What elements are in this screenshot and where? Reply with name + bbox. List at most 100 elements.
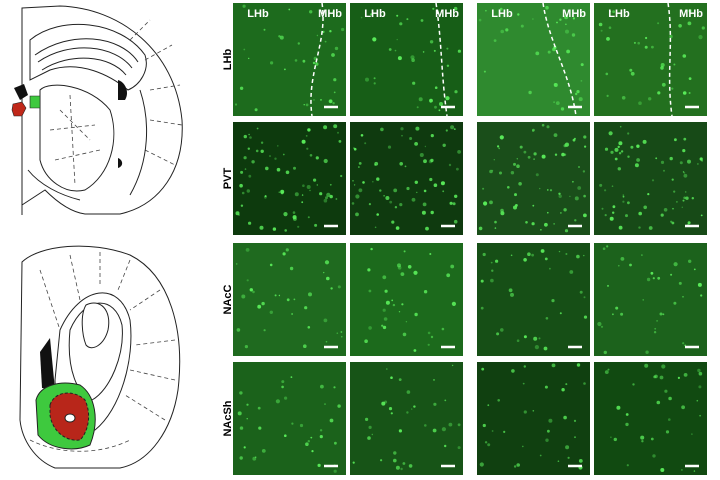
cell-signal [310, 436, 313, 439]
cell-signal [245, 248, 250, 252]
cell-signal [576, 363, 581, 367]
cell-signal [545, 317, 549, 320]
cell-signal [677, 376, 681, 379]
cell-signal [669, 34, 673, 39]
cell-signal [581, 11, 583, 13]
cell-signal [457, 446, 461, 450]
cell-signal [432, 7, 435, 10]
cell-signal [673, 190, 676, 193]
cell-signal [508, 288, 513, 293]
cell-signal [360, 134, 364, 137]
cell-signal [527, 155, 531, 159]
cell-signal [380, 127, 384, 132]
cell-signal [669, 156, 673, 161]
cell-signal [254, 108, 258, 112]
cell-signal [534, 345, 540, 350]
cell-signal [395, 465, 400, 470]
cell-signal [376, 213, 380, 216]
cell-signal [656, 320, 658, 322]
cell-signal [673, 262, 678, 267]
cell-signal [622, 194, 625, 196]
cell-signal [610, 436, 612, 439]
cell-signal [385, 300, 390, 305]
cell-signal [404, 165, 407, 168]
cell-signal [640, 435, 645, 440]
cell-signal [384, 400, 388, 404]
cell-signal [433, 49, 436, 52]
cell-signal [282, 153, 285, 156]
cell-signal [638, 226, 641, 229]
cell-signal [319, 435, 323, 439]
cell-signal [627, 201, 630, 205]
cell-signal [498, 147, 501, 150]
cell-signal [685, 196, 689, 200]
cell-signal [659, 375, 664, 380]
cell-signal [352, 180, 354, 182]
cell-signal [280, 189, 285, 194]
cell-signal [660, 66, 664, 70]
cell-signal [444, 444, 447, 448]
cell-signal [533, 152, 537, 156]
cell-signal [312, 61, 316, 65]
cell-signal [325, 340, 328, 343]
cell-signal [289, 266, 294, 271]
cell-signal [444, 399, 447, 402]
cell-signal [578, 459, 583, 463]
cell-signal [661, 364, 666, 369]
cell-signal [239, 86, 244, 91]
cell-signal [612, 205, 616, 209]
cell-signal [260, 149, 264, 153]
cell-signal [505, 28, 509, 32]
cell-signal [620, 312, 624, 316]
cell-signal [487, 443, 491, 447]
cell-signal [429, 40, 434, 44]
cell-signal [323, 125, 328, 130]
cell-signal [491, 430, 494, 432]
cell-signal [583, 382, 586, 385]
cell-signal [314, 223, 318, 227]
cell-signal [491, 269, 494, 272]
cell-signal [558, 250, 561, 253]
cell-signal [243, 156, 247, 160]
cell-signal [351, 202, 355, 205]
cell-signal [446, 64, 450, 68]
panel-label: MHb [562, 8, 586, 20]
cell-signal [324, 260, 330, 265]
cell-signal [565, 445, 570, 450]
cell-signal [368, 289, 372, 293]
cell-signal [290, 376, 293, 378]
cell-signal [306, 147, 309, 150]
cell-signal [411, 58, 415, 62]
cell-signal [668, 396, 672, 401]
cell-signal [523, 365, 526, 368]
micrograph [477, 122, 590, 235]
cell-signal [353, 147, 357, 151]
cell-signal [548, 418, 553, 423]
cell-signal [430, 335, 434, 339]
cell-signal [237, 411, 242, 416]
cell-signal [307, 440, 310, 443]
panel-label: LHb [247, 8, 269, 20]
micrograph [233, 243, 346, 356]
cell-signal [531, 222, 535, 226]
cell-signal [657, 22, 660, 25]
cell-signal [381, 401, 386, 406]
cell-signal [367, 268, 371, 272]
cell-signal [331, 53, 335, 57]
micrograph [477, 243, 590, 356]
cell-signal [433, 183, 438, 187]
cell-signal [451, 364, 454, 367]
cell-signal [541, 154, 546, 159]
cell-signal [457, 423, 461, 427]
cell-signal [376, 177, 380, 181]
cell-signal [403, 250, 406, 253]
cell-signal [483, 70, 486, 73]
cell-signal [244, 345, 248, 349]
row-label: NAcSh [222, 400, 234, 436]
cell-signal [392, 303, 396, 307]
cell-signal [626, 464, 629, 467]
cell-signal [364, 142, 367, 145]
cell-signal [374, 161, 379, 166]
cell-signal [315, 62, 319, 66]
